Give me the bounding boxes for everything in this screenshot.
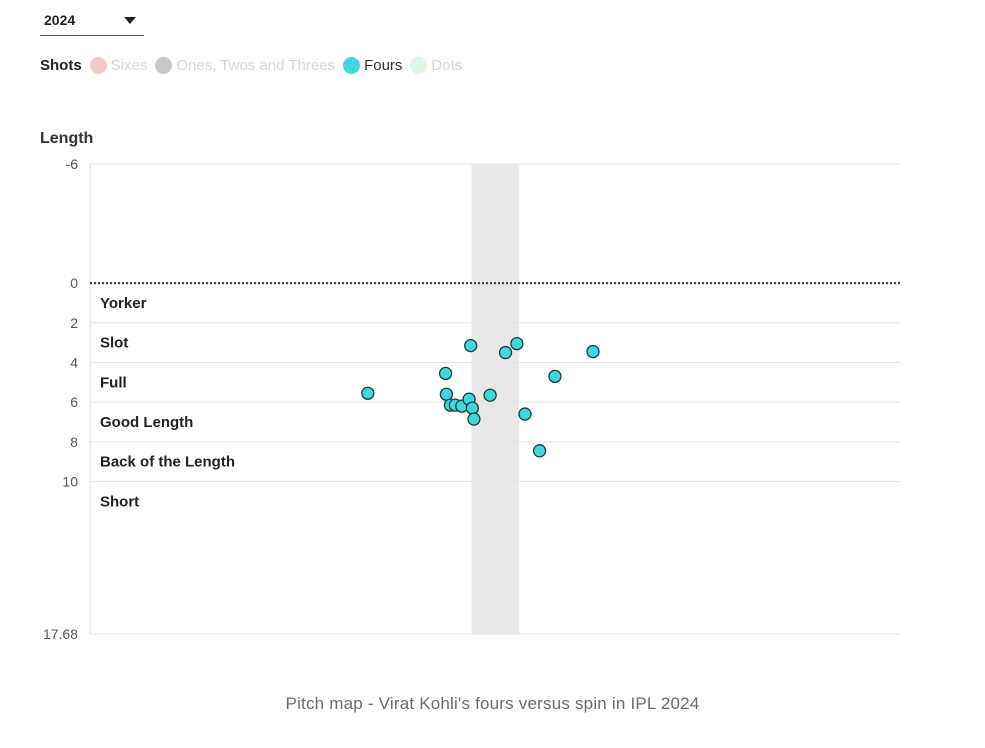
plot-area: -6 0 2 4 6 8 10 17.68 Yorker Slot Full Good Length B… [43, 156, 900, 642]
data-point-four [498, 345, 513, 360]
data-point-four [464, 338, 478, 353]
year-dropdown-value: 2024 [44, 12, 76, 28]
y-axis-label: Length [40, 130, 93, 147]
legend-label-singles: Ones, Twos and Threes [176, 56, 336, 74]
chevron-down-icon [124, 17, 136, 24]
zone-label: Good Length [100, 414, 193, 431]
legend-swatch-singles [155, 56, 173, 74]
zone-label: Back of the Length [100, 454, 235, 471]
data-point-four [439, 387, 454, 401]
legend-item-fours[interactable]: Fours [343, 56, 403, 74]
legend-item-dots[interactable]: Dots [410, 56, 463, 74]
data-point-four [548, 369, 562, 384]
data-point-four [510, 336, 524, 351]
y-tick-label: 6 [70, 394, 78, 410]
legend-label-fours: Fours [364, 56, 403, 74]
y-tick-label: 17.68 [43, 626, 78, 642]
y-tick-label: 2 [70, 315, 78, 331]
legend-title: Shots [40, 56, 82, 74]
y-tick-label: 0 [70, 275, 78, 291]
data-point-four [518, 407, 532, 421]
data-point-four [467, 412, 481, 426]
data-point-four [361, 386, 375, 400]
legend-swatch-sixes [89, 56, 107, 74]
data-point-four [586, 344, 600, 359]
legend-label-dots: Dots [431, 56, 463, 74]
zone-label: Yorker [100, 295, 147, 312]
y-tick-label: 4 [70, 354, 78, 370]
y-tick-label: 8 [70, 434, 78, 450]
chart-caption: Pitch map - Virat Kohli's fours versus s… [285, 694, 700, 713]
pitch-map-chart: Length -6 0 2 4 6 8 10 17.68 Yorker Slot Full Good … [40, 130, 900, 642]
data-point-four [483, 388, 497, 402]
data-point-four [532, 444, 547, 458]
data-point-four [438, 366, 453, 381]
legend-swatch-fours [343, 56, 361, 74]
y-tick-label: -6 [66, 156, 79, 172]
zone-label: Short [100, 493, 139, 510]
zone-label: Slot [100, 335, 128, 352]
shots-legend: Shots Sixes Ones, Twos and Threes Fours … [40, 54, 470, 76]
zone-label: Full [100, 374, 127, 391]
legend-swatch-dots [410, 56, 428, 74]
data-point-four [465, 401, 479, 415]
legend-label-sixes: Sixes [110, 56, 148, 74]
year-dropdown[interactable]: 2024 [40, 8, 144, 36]
y-tick-label: 10 [62, 474, 78, 490]
legend-item-sixes[interactable]: Sixes [89, 56, 148, 74]
legend-item-singles[interactable]: Ones, Twos and Threes [155, 56, 336, 74]
